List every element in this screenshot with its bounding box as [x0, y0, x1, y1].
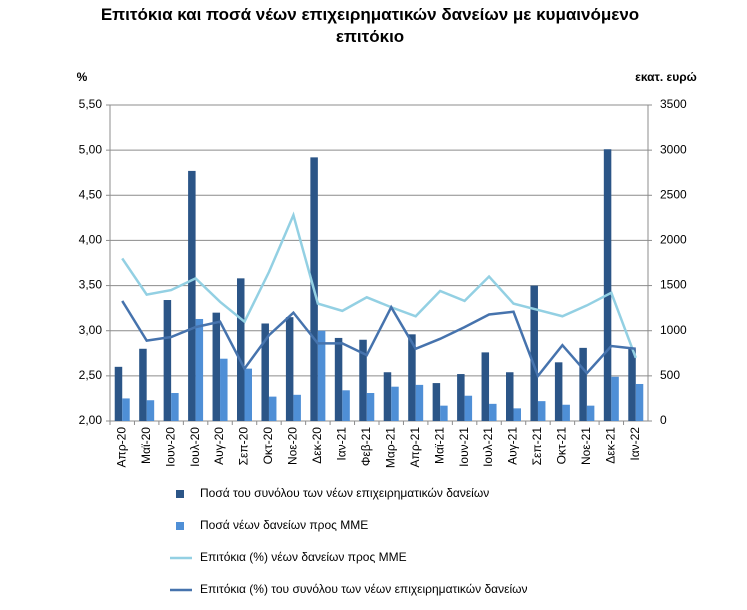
bar	[334, 337, 343, 421]
legend-swatch	[176, 522, 184, 530]
bar	[342, 390, 350, 421]
legend-label: Ποσά του συνόλου των νέων επιχειρηματικώ…	[200, 486, 489, 500]
bar	[122, 398, 130, 421]
bar	[383, 372, 392, 421]
x-tick-label: Μαϊ-20	[139, 427, 153, 464]
x-tick-label: Απρ-20	[114, 427, 128, 468]
bar	[195, 318, 204, 421]
bar	[432, 383, 441, 421]
y2-tick-label: 0	[660, 413, 667, 427]
bar	[261, 323, 269, 421]
x-tick-label: Ιουν-21	[457, 427, 471, 467]
y2-tick-label: 1500	[660, 278, 687, 292]
x-tick-label: Μαρ-21	[383, 427, 397, 468]
x-tick-label: Ιουν-20	[163, 427, 177, 467]
y-tick-label: 4,50	[79, 187, 103, 201]
bar	[293, 394, 301, 421]
x-tick-label: Δεκ-21	[603, 427, 617, 464]
bar	[139, 348, 147, 421]
y-tick-label: 2,50	[79, 368, 103, 382]
bar	[366, 393, 375, 421]
bar	[359, 339, 367, 421]
line	[121, 211, 637, 359]
x-tick-label: Οκτ-20	[261, 427, 275, 465]
bar	[440, 405, 448, 421]
bar	[586, 405, 595, 421]
x-tick-label: Ιαν-21	[334, 427, 348, 461]
y-tick-label: 2,00	[79, 413, 103, 427]
x-tick-label: Αυγ-21	[506, 427, 520, 465]
y2-tick-label: 2000	[660, 233, 687, 247]
y2-tick-label: 1000	[660, 323, 687, 337]
bar	[285, 317, 294, 421]
bar	[220, 358, 228, 421]
x-tick-label: Ιουλ-21	[481, 427, 495, 467]
x-tick-label: Νοε-21	[579, 427, 593, 465]
bar	[611, 376, 619, 421]
bar	[603, 149, 612, 422]
bar	[212, 312, 221, 421]
y-tick-label: 3,00	[79, 323, 103, 337]
bar	[628, 348, 636, 421]
bar	[635, 383, 644, 421]
y2-tick-label: 3500	[660, 97, 687, 111]
bar	[513, 408, 521, 421]
bar	[114, 366, 123, 421]
x-tick-label: Αυγ-20	[212, 427, 226, 465]
bar	[163, 300, 172, 421]
legend-label: Επιτόκια (%) νέων δανείων προς ΜΜΕ	[200, 550, 407, 564]
x-tick-label: Δεκ-20	[310, 427, 324, 464]
bar	[237, 278, 245, 421]
bar	[268, 396, 277, 421]
y2-tick-label: 2500	[660, 187, 687, 201]
bar	[481, 352, 490, 421]
legend-label: Επιτόκια (%) του συνόλου των νέων επιχει…	[200, 582, 528, 596]
bar	[489, 403, 497, 421]
bar	[415, 384, 424, 421]
y-tick-label: 3,50	[79, 278, 103, 292]
x-tick-label: Νοε-20	[286, 427, 300, 465]
bar	[464, 395, 473, 421]
x-tick-label: Απρ-21	[408, 427, 422, 468]
y-tick-label: 5,50	[79, 97, 103, 111]
line	[121, 300, 636, 379]
bar	[188, 170, 196, 421]
x-tick-label: Ιουλ-20	[188, 427, 202, 467]
y-axis-label: %	[77, 70, 88, 84]
x-tick-label: Σεπ-20	[237, 427, 251, 466]
bar	[537, 401, 546, 421]
bar	[457, 374, 465, 421]
x-tick-label: Οκτ-21	[555, 427, 569, 465]
bar	[579, 347, 587, 421]
x-tick-label: Φεβ-21	[359, 427, 373, 466]
bar	[562, 404, 570, 421]
x-tick-label: Σεπ-21	[530, 427, 544, 466]
bar	[408, 334, 416, 421]
bar	[146, 400, 155, 421]
bar	[317, 330, 326, 421]
bar	[506, 372, 514, 421]
y2-tick-label: 500	[660, 368, 680, 382]
y-tick-label: 4,00	[79, 233, 103, 247]
legend-swatch	[176, 490, 184, 498]
y2-axis-label: εκατ. ευρώ	[635, 70, 697, 84]
y2-tick-label: 3000	[660, 142, 687, 156]
bar	[554, 362, 563, 421]
y-tick-label: 5,00	[79, 142, 103, 156]
legend-label: Ποσά νέων δανείων προς ΜΜΕ	[200, 518, 368, 532]
x-tick-label: Μαϊ-21	[432, 427, 446, 464]
bar	[530, 285, 538, 421]
bar	[244, 368, 252, 421]
x-tick-label: Ιαν-22	[628, 427, 642, 461]
chart-title: Επιτόκια και ποσά νέων επιχειρηματικών δ…	[100, 5, 640, 46]
bar	[391, 386, 399, 421]
bar	[171, 393, 179, 421]
